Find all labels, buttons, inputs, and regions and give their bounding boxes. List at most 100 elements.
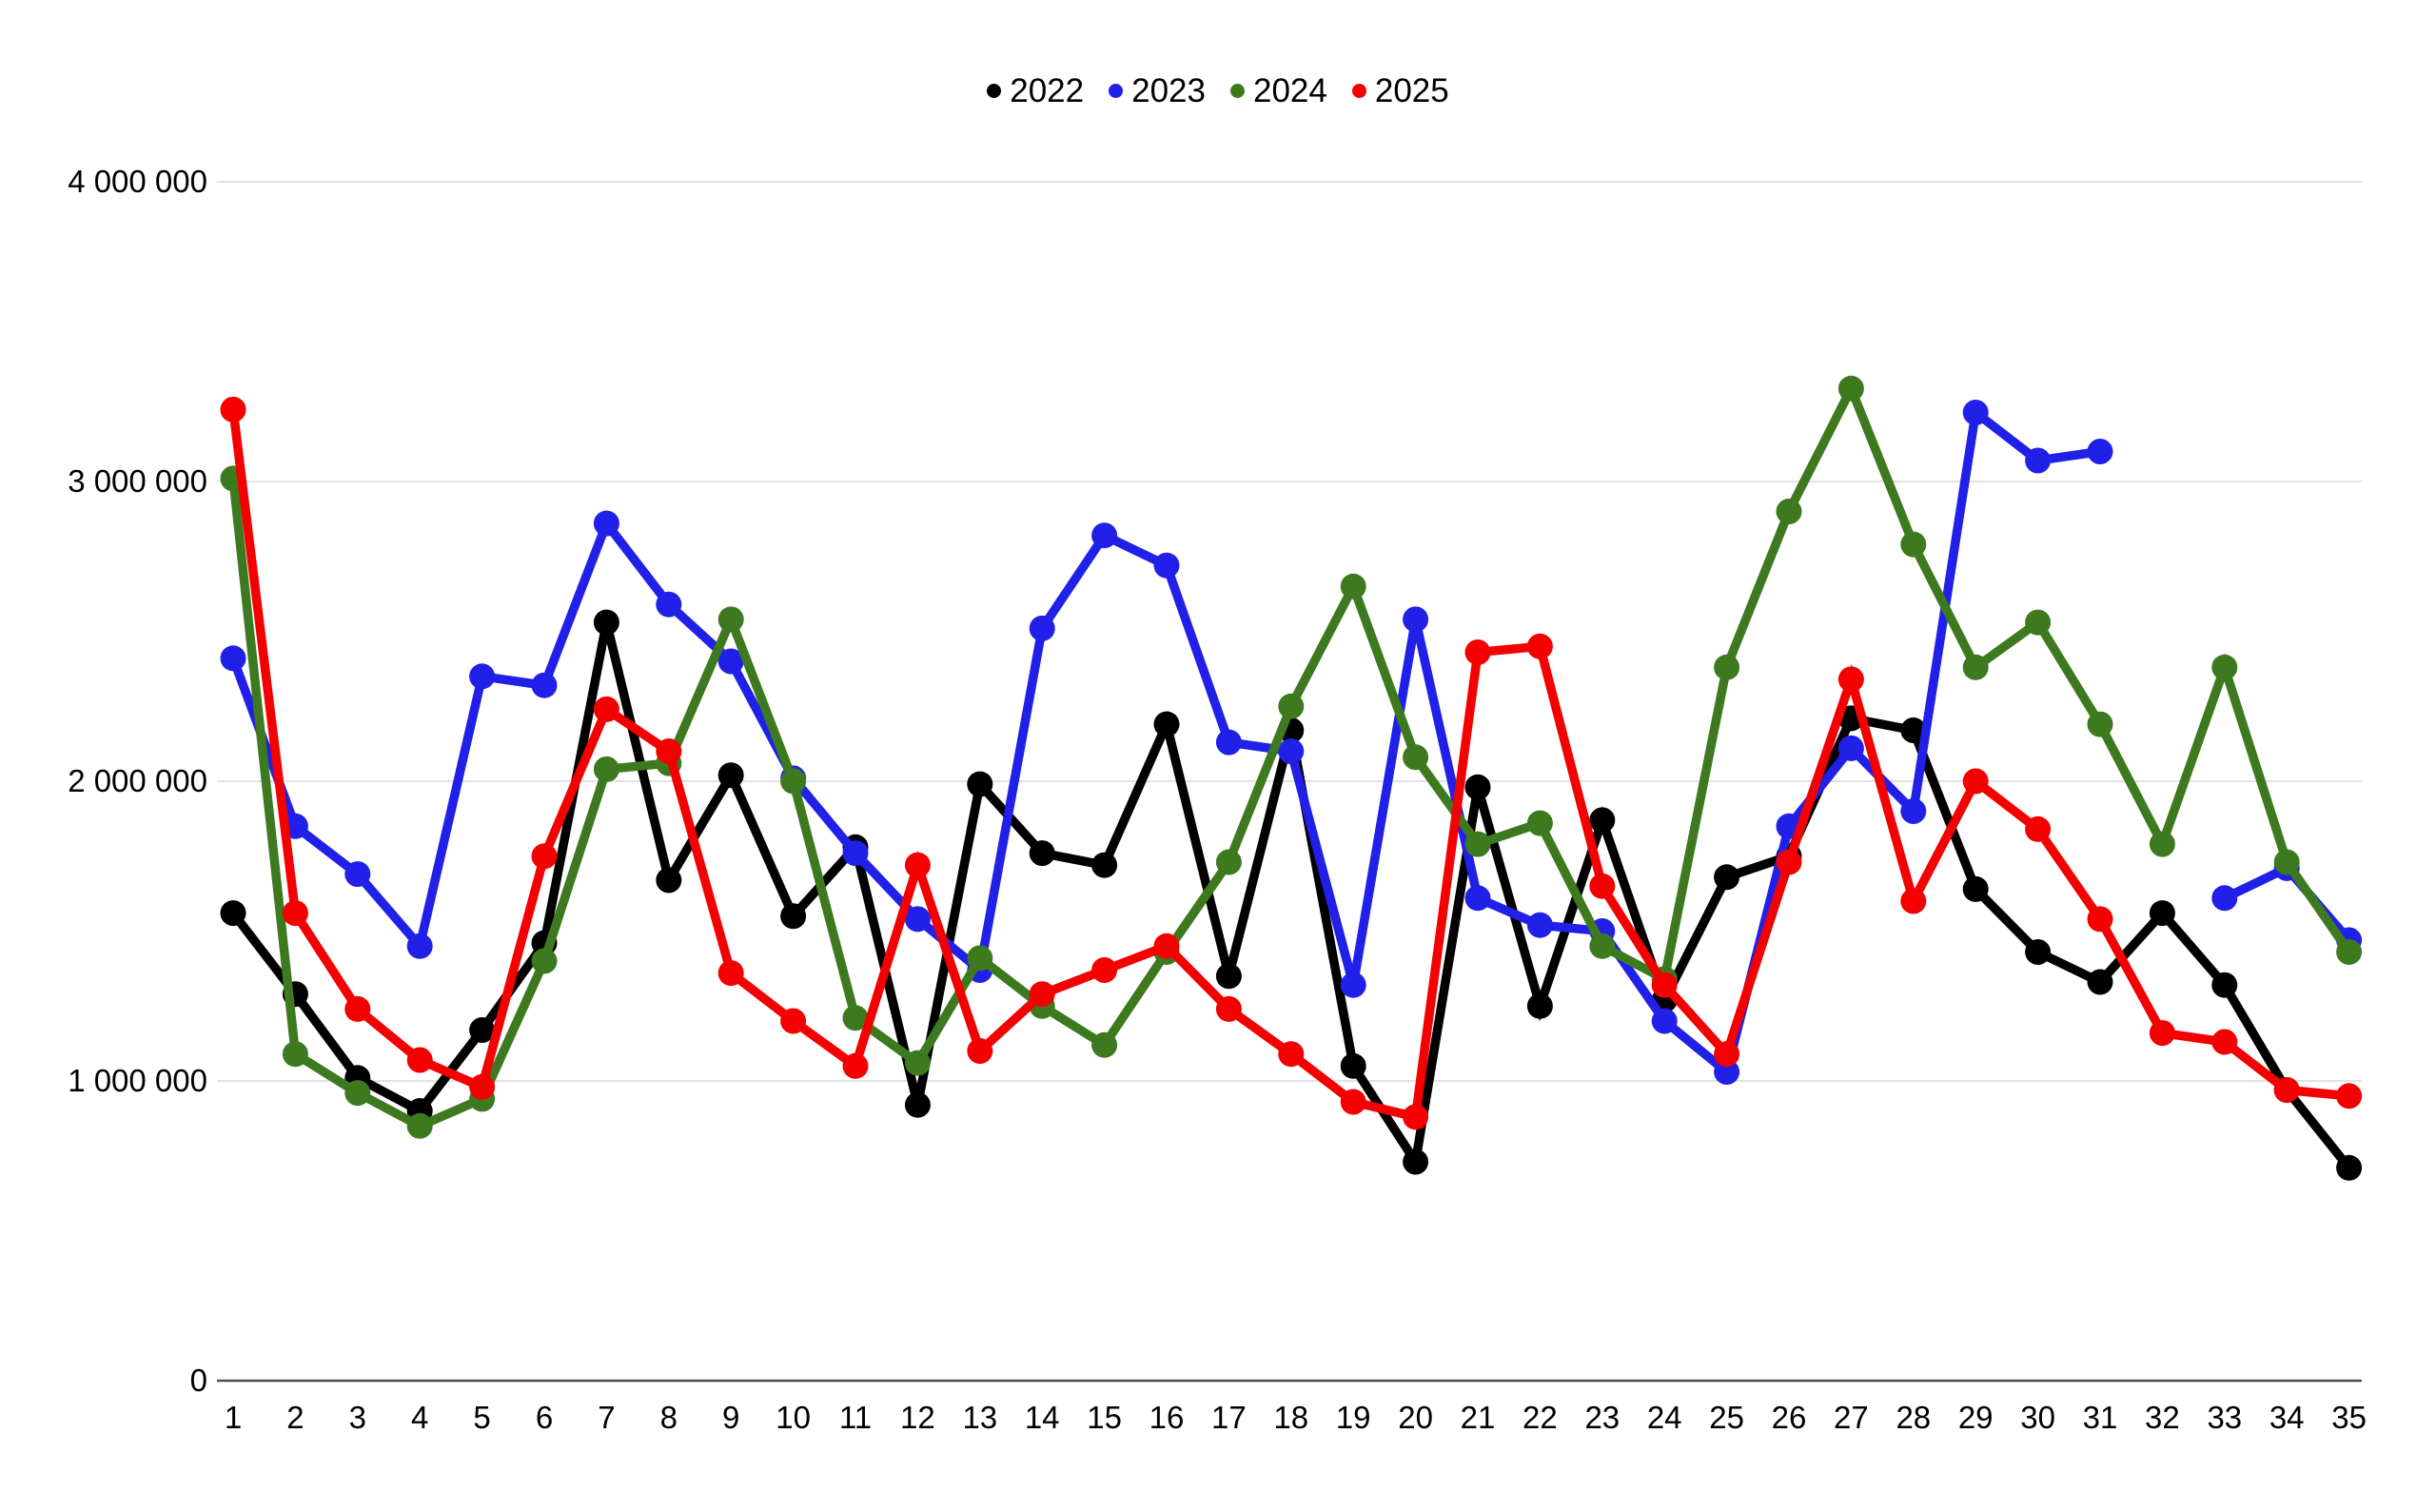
data-point-2023-x5[interactable] — [469, 663, 496, 690]
data-point-2025-x6[interactable] — [531, 843, 558, 870]
data-point-2024-x15[interactable] — [1091, 1031, 1118, 1058]
data-point-2024-x34[interactable] — [2273, 849, 2300, 875]
data-point-2025-x32[interactable] — [2149, 1020, 2175, 1047]
data-point-2023-x20[interactable] — [1403, 606, 1429, 633]
data-point-2025-x2[interactable] — [282, 900, 308, 927]
data-point-2022-x1[interactable] — [220, 900, 246, 927]
data-point-2022-x13[interactable] — [967, 771, 993, 797]
data-point-2024-x25[interactable] — [1714, 654, 1740, 680]
data-point-2022-x29[interactable] — [1962, 875, 1989, 902]
data-point-2023-x1[interactable] — [220, 645, 246, 672]
data-point-2022-x20[interactable] — [1403, 1149, 1429, 1175]
data-point-2024-x31[interactable] — [2087, 711, 2113, 737]
data-point-2022-x22[interactable] — [1526, 992, 1553, 1019]
data-point-2023-x25[interactable] — [1714, 1059, 1740, 1085]
data-point-2023-x31[interactable] — [2087, 439, 2113, 464]
data-point-2023-x9[interactable] — [717, 648, 744, 675]
data-point-2025-x14[interactable] — [1029, 981, 1055, 1008]
data-point-2023-x12[interactable] — [904, 906, 931, 933]
data-point-2024-x28[interactable] — [1900, 531, 1927, 558]
data-point-2023-x7[interactable] — [593, 510, 619, 537]
data-point-2025-x11[interactable] — [842, 1052, 869, 1079]
data-point-2024-x29[interactable] — [1962, 654, 1989, 680]
data-point-2023-x16[interactable] — [1153, 552, 1180, 579]
data-point-2024-x30[interactable] — [2025, 609, 2052, 636]
data-point-2024-x21[interactable] — [1464, 831, 1491, 857]
data-point-2023-x28[interactable] — [1900, 798, 1927, 824]
data-point-2024-x2[interactable] — [282, 1041, 308, 1068]
data-point-2025-x19[interactable] — [1340, 1089, 1366, 1115]
data-point-2022-x32[interactable] — [2149, 900, 2175, 927]
data-point-2025-x4[interactable] — [406, 1047, 433, 1073]
data-point-2025-x33[interactable] — [2211, 1029, 2238, 1055]
data-point-2025-x21[interactable] — [1464, 639, 1491, 665]
legend-item-2022[interactable]: 2022 — [987, 74, 1084, 108]
data-point-2023-x18[interactable] — [1278, 738, 1305, 764]
data-point-2024-x27[interactable] — [1837, 375, 1864, 402]
data-point-2024-x22[interactable] — [1526, 810, 1553, 836]
data-point-2023-x30[interactable] — [2025, 447, 2052, 474]
data-point-2025-x25[interactable] — [1714, 1041, 1740, 1068]
data-point-2023-x8[interactable] — [656, 591, 682, 618]
data-point-2024-x7[interactable] — [593, 756, 619, 782]
data-point-2023-x11[interactable] — [842, 840, 869, 867]
data-point-2025-x30[interactable] — [2025, 815, 2052, 842]
data-point-2024-x6[interactable] — [531, 948, 558, 974]
data-point-2023-x4[interactable] — [406, 933, 433, 959]
data-point-2025-x18[interactable] — [1278, 1041, 1305, 1068]
data-point-2022-x12[interactable] — [904, 1091, 931, 1118]
data-point-2024-x33[interactable] — [2211, 654, 2238, 680]
data-point-2024-x11[interactable] — [842, 1005, 869, 1031]
data-point-2025-x17[interactable] — [1215, 995, 1242, 1022]
data-point-2022-x7[interactable] — [593, 609, 619, 636]
data-point-2022-x15[interactable] — [1091, 852, 1118, 878]
data-point-2024-x20[interactable] — [1403, 744, 1429, 771]
data-point-2022-x5[interactable] — [469, 1017, 496, 1043]
data-point-2022-x28[interactable] — [1900, 717, 1927, 743]
data-point-2025-x31[interactable] — [2087, 906, 2113, 933]
data-point-2023-x17[interactable] — [1215, 729, 1242, 756]
data-point-2025-x16[interactable] — [1153, 933, 1180, 959]
data-point-2025-x13[interactable] — [967, 1038, 993, 1064]
data-point-2023-x33[interactable] — [2211, 885, 2238, 912]
data-point-2023-x15[interactable] — [1091, 522, 1118, 549]
data-point-2025-x15[interactable] — [1091, 957, 1118, 983]
data-point-2023-x6[interactable] — [531, 672, 558, 698]
data-point-2025-x27[interactable] — [1837, 666, 1864, 693]
data-point-2023-x21[interactable] — [1464, 885, 1491, 912]
data-point-2024-x13[interactable] — [967, 945, 993, 972]
data-point-2024-x19[interactable] — [1340, 573, 1366, 599]
data-point-2022-x21[interactable] — [1464, 774, 1491, 800]
data-point-2025-x28[interactable] — [1900, 888, 1927, 914]
data-point-2025-x5[interactable] — [469, 1073, 496, 1100]
data-point-2024-x18[interactable] — [1278, 693, 1305, 719]
legend-item-2025[interactable]: 2025 — [1351, 74, 1449, 108]
data-point-2022-x19[interactable] — [1340, 1052, 1366, 1079]
data-point-2025-x24[interactable] — [1651, 972, 1678, 998]
data-point-2022-x23[interactable] — [1589, 807, 1616, 834]
data-point-2025-x3[interactable] — [344, 995, 371, 1022]
data-point-2024-x12[interactable] — [904, 1050, 931, 1076]
data-point-2022-x33[interactable] — [2211, 972, 2238, 998]
data-point-2024-x3[interactable] — [344, 1080, 371, 1107]
data-point-2022-x31[interactable] — [2087, 969, 2113, 995]
data-point-2025-x22[interactable] — [1526, 633, 1553, 659]
data-point-2024-x26[interactable] — [1776, 499, 1802, 524]
data-point-2025-x26[interactable] — [1776, 849, 1802, 875]
data-point-2025-x7[interactable] — [593, 696, 619, 722]
data-point-2025-x23[interactable] — [1589, 873, 1616, 899]
data-point-2022-x9[interactable] — [717, 762, 744, 789]
data-point-2025-x12[interactable] — [904, 852, 931, 878]
data-point-2025-x1[interactable] — [220, 396, 246, 422]
data-point-2023-x14[interactable] — [1029, 615, 1055, 641]
data-point-2022-x8[interactable] — [656, 867, 682, 893]
data-point-2024-x23[interactable] — [1589, 933, 1616, 959]
data-point-2022-x14[interactable] — [1029, 840, 1055, 867]
data-point-2025-x34[interactable] — [2273, 1077, 2300, 1103]
data-point-2022-x16[interactable] — [1153, 711, 1180, 737]
data-point-2023-x27[interactable] — [1837, 735, 1864, 761]
legend-item-2023[interactable]: 2023 — [1109, 74, 1206, 108]
data-point-2024-x9[interactable] — [717, 606, 744, 633]
data-point-2025-x8[interactable] — [656, 738, 682, 764]
data-point-2024-x10[interactable] — [780, 768, 807, 795]
